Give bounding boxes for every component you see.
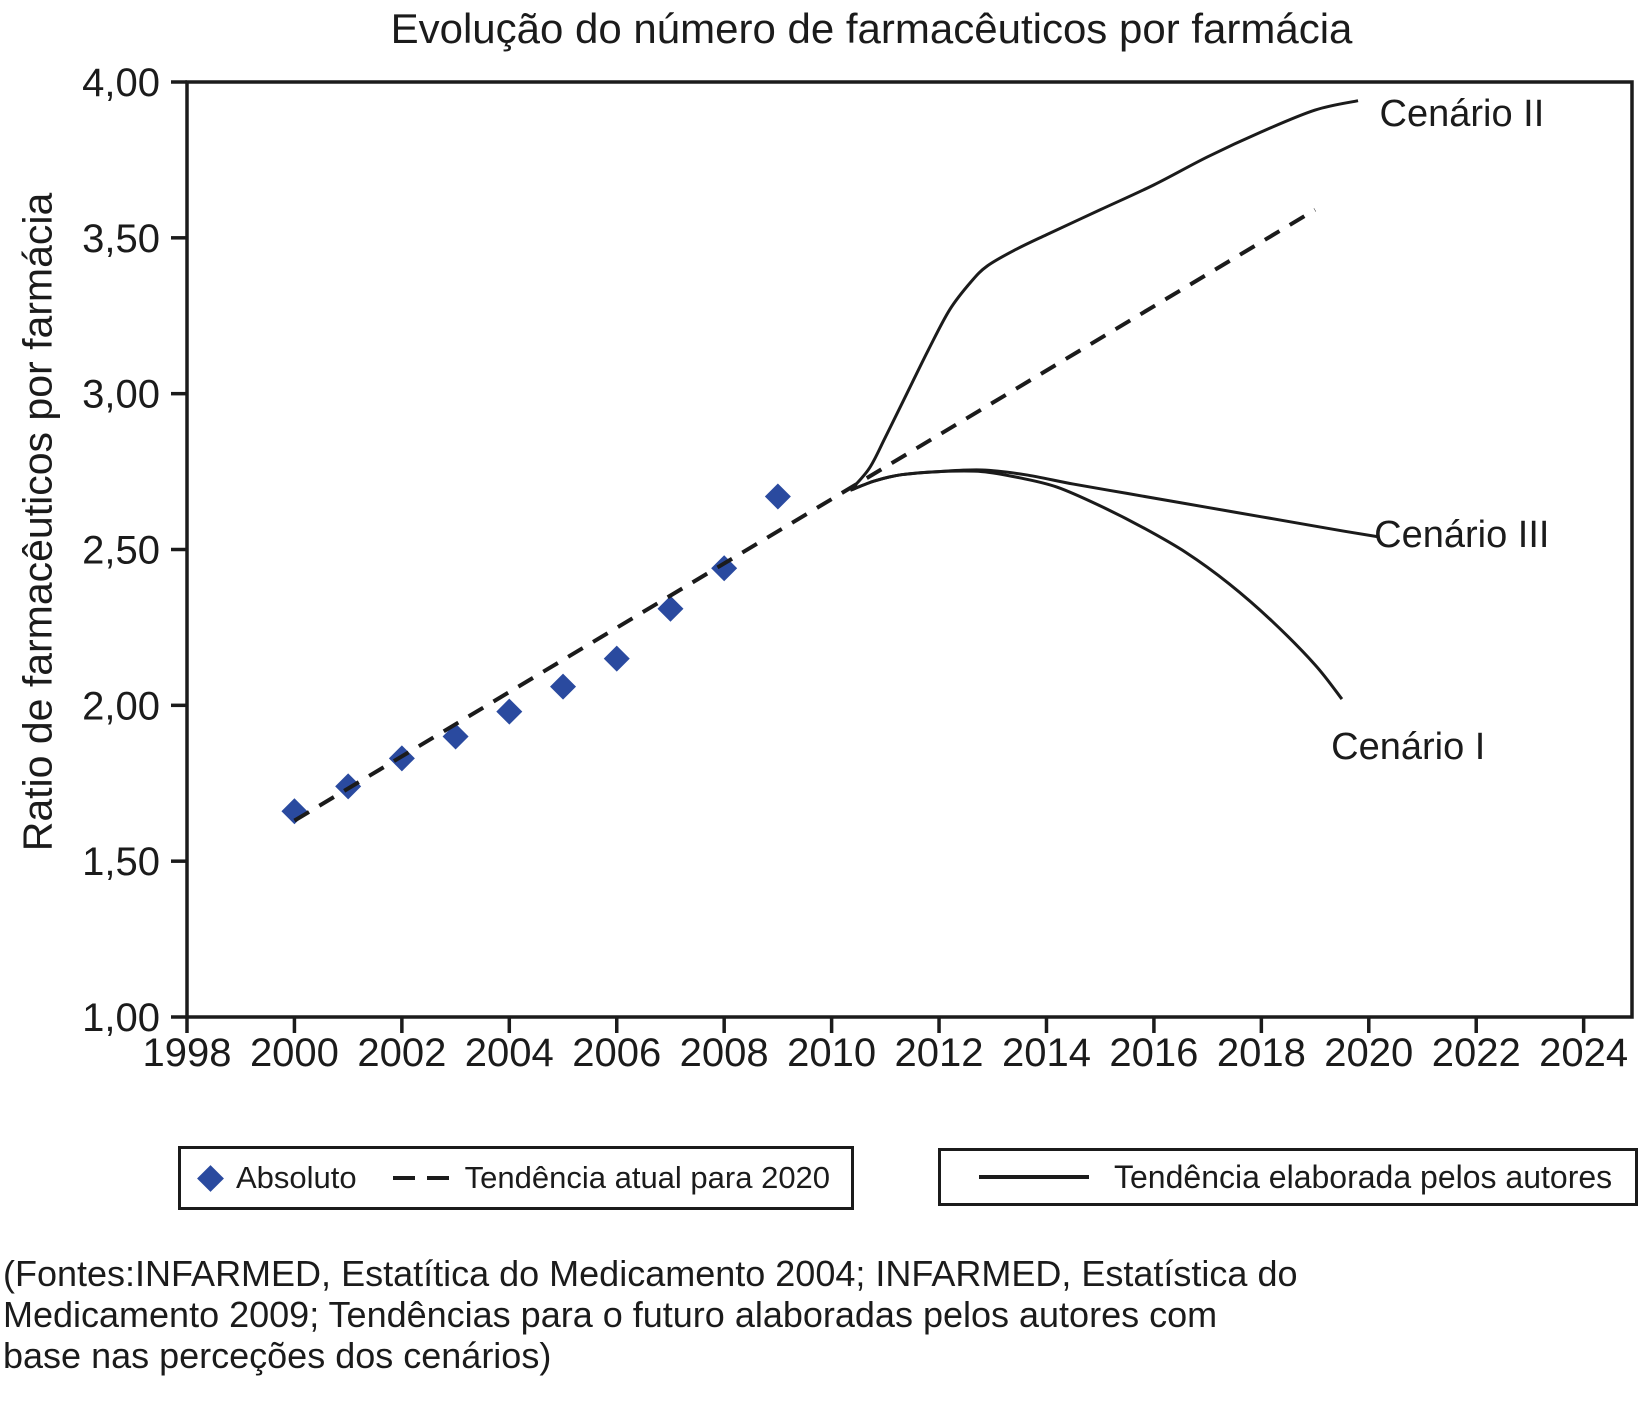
source-note: (Fontes:INFARMED, Estatítica do Medicame… xyxy=(3,1253,1298,1376)
series-cen-rio-ii xyxy=(849,99,1359,492)
source-line: base nas perceções dos cenários) xyxy=(3,1335,552,1376)
y-tick-label: 2,50 xyxy=(82,529,160,573)
x-tick-label: 2006 xyxy=(572,1031,661,1075)
x-tick-label: 2024 xyxy=(1539,1031,1628,1075)
legend-autores-label: Tendência elaborada pelos autores xyxy=(1114,1158,1613,1195)
x-tick-label: 2010 xyxy=(787,1031,876,1075)
data-point-diamond xyxy=(657,595,684,622)
dashed-line-icon xyxy=(392,1176,449,1180)
y-tick-label: 4,00 xyxy=(82,61,160,105)
chart-title: Evolução do número de farmacêuticos por … xyxy=(390,5,1353,52)
curve-label-cen-rio-i: Cenário I xyxy=(1331,726,1485,768)
data-point-diamond xyxy=(764,483,791,510)
x-tick-label: 2000 xyxy=(250,1031,339,1075)
data-point-diamond xyxy=(711,555,738,582)
data-point-diamond xyxy=(550,673,577,700)
y-tick-label: 1,50 xyxy=(82,840,160,884)
data-point-diamond xyxy=(603,645,630,672)
solid-line-icon xyxy=(979,1175,1089,1179)
series-cen-rio-iii xyxy=(849,468,1380,539)
y-tick-label: 3,50 xyxy=(82,217,160,261)
y-tick-label: 3,00 xyxy=(82,373,160,417)
curve-label-cen-rio-iii: Cenário III xyxy=(1374,514,1549,556)
source-line: Medicamento 2009; Tendências para o futu… xyxy=(3,1294,1218,1335)
y-tick-label: 1,00 xyxy=(82,996,160,1040)
legend-autores: Tendência elaborada pelos autores xyxy=(938,1148,1638,1206)
x-tick-label: 2012 xyxy=(895,1031,984,1075)
x-tick-label: 1998 xyxy=(143,1031,232,1075)
legend-absoluto-tendencia: Absoluto Tendência atual para 2020 xyxy=(178,1146,854,1210)
x-tick-label: 2014 xyxy=(1002,1031,1091,1075)
x-tick-label: 2008 xyxy=(680,1031,769,1075)
y-tick-label: 2,00 xyxy=(82,684,160,728)
series-cen-rio-i xyxy=(849,469,1344,701)
series-tend-ncia-atual-para-2020 xyxy=(293,208,1317,823)
legend-absoluto-label: Absoluto xyxy=(236,1160,357,1195)
legend-tendencia-label: Tendência atual para 2020 xyxy=(464,1160,831,1195)
x-tick-label: 2020 xyxy=(1324,1031,1413,1075)
data-point-diamond xyxy=(496,698,523,725)
source-line: (Fontes:INFARMED, Estatítica do Medicame… xyxy=(3,1253,1298,1294)
x-tick-label: 2016 xyxy=(1109,1031,1198,1075)
x-tick-label: 2002 xyxy=(357,1031,446,1075)
curve-label-cen-rio-ii: Cenário II xyxy=(1380,93,1545,135)
x-tick-label: 2004 xyxy=(465,1031,554,1075)
diamond-marker-icon xyxy=(197,1164,224,1192)
x-tick-label: 2018 xyxy=(1217,1031,1306,1075)
x-tick-label: 2022 xyxy=(1432,1031,1521,1075)
